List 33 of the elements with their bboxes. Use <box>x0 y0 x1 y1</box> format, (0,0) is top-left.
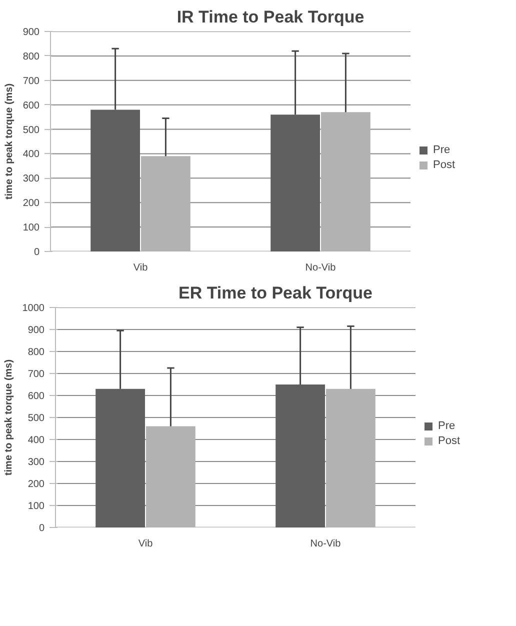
y-tick-label: 700 <box>28 369 45 380</box>
x-tick-label: Vib <box>138 538 154 550</box>
x-tick-label: Vib <box>133 262 148 274</box>
y-tick-label: 900 <box>28 325 45 336</box>
y-tick-label: 0 <box>34 247 40 258</box>
chart-title: IR Time to Peak Torque <box>176 8 364 26</box>
y-axis-title: time to peak torque (ms) <box>4 83 15 200</box>
y-axis-title: time to peak torque (ms) <box>3 359 14 476</box>
y-tick-label: 400 <box>22 149 40 160</box>
y-tick-label: 400 <box>28 435 45 446</box>
legend-label: Pre <box>433 144 452 156</box>
y-tick-label: 300 <box>28 457 45 468</box>
y-tick-label: 100 <box>22 222 40 234</box>
y-tick-label: 0 <box>38 523 45 534</box>
x-tick-label: No-Vib <box>310 538 342 550</box>
y-tick-label: 800 <box>28 347 45 358</box>
legend-label: Pre <box>438 420 456 432</box>
y-tick-label: 700 <box>22 76 40 87</box>
chart-title: ER Time to Peak Torque <box>178 284 372 302</box>
legend-label: Post <box>438 435 460 447</box>
y-tick-label: 100 <box>28 501 45 512</box>
y-tick-label: 500 <box>28 413 45 424</box>
y-tick-label: 500 <box>22 124 40 136</box>
y-tick-label: 600 <box>28 391 45 402</box>
y-tick-label: 200 <box>28 479 45 490</box>
legend-label: Post <box>433 159 456 171</box>
y-tick-label: 800 <box>22 51 40 62</box>
y-tick-label: 600 <box>22 100 40 112</box>
x-tick-label: No-Vib <box>305 262 336 274</box>
y-tick-label: 900 <box>22 27 40 38</box>
y-tick-label: 300 <box>22 174 40 185</box>
y-tick-label: 1000 <box>22 303 45 314</box>
y-tick-label: 200 <box>22 198 40 210</box>
